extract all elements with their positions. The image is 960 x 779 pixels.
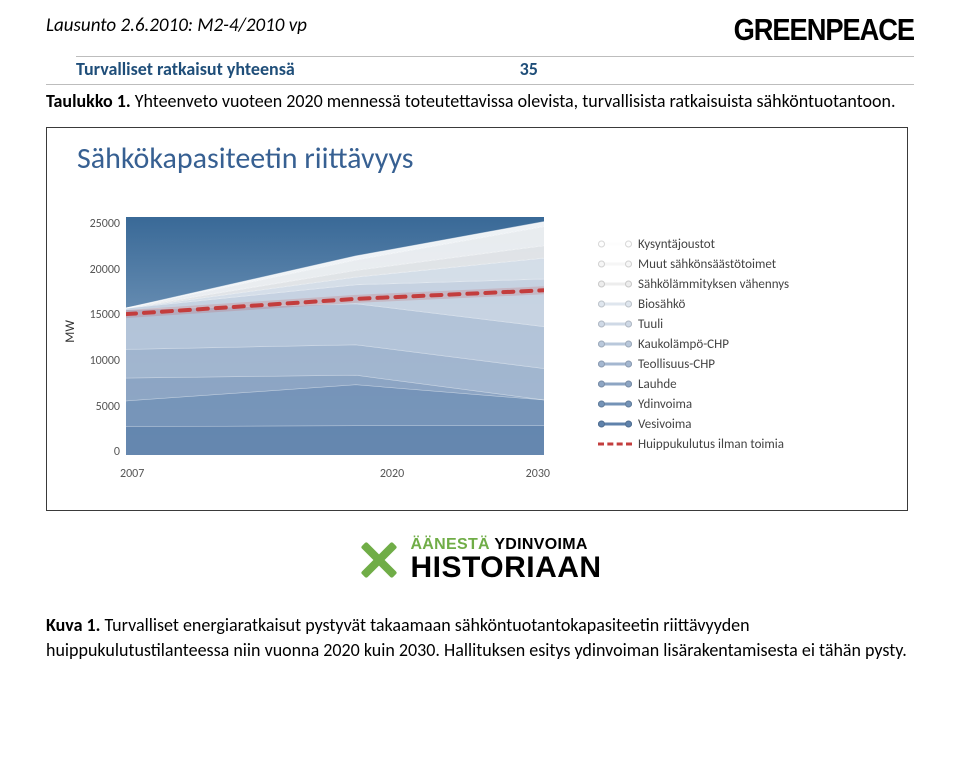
legend-label: Teollisuus-CHP — [638, 357, 715, 372]
legend-label: Kysyntäjoustot — [638, 237, 715, 252]
brand-logo: GREENPEACE — [734, 12, 914, 48]
legend-swatch — [598, 418, 632, 430]
table-caption: Taulukko 1. Yhteenveto vuoteen 2020 menn… — [46, 89, 914, 113]
y-axis-title: MW — [61, 320, 80, 343]
y-tick: 5000 — [84, 400, 120, 414]
figure-caption-text: Turvalliset energiaratkaisut pystyvät ta… — [46, 614, 907, 660]
plot-wrap: 200720202030 — [126, 181, 544, 481]
legend-swatch — [598, 438, 632, 450]
legend-label: Ydinvoima — [638, 397, 692, 412]
legend-item: Kaukolämpö-CHP — [598, 337, 789, 352]
legend-swatch — [598, 358, 632, 370]
chart-body: MW 2500020000150001000050000 20072020203… — [61, 181, 893, 481]
legend-item: Lauhde — [598, 377, 789, 392]
legend-item: Huippukulutus ilman toimia — [598, 437, 789, 452]
legend-item: Teollisuus-CHP — [598, 357, 789, 372]
legend-item: Vesivoima — [598, 417, 789, 432]
y-tick: 25000 — [84, 217, 120, 231]
legend-label: Lauhde — [638, 377, 677, 392]
y-tick: 20000 — [84, 263, 120, 277]
figure-caption: Kuva 1. Turvalliset energiaratkaisut pys… — [46, 613, 914, 662]
campaign-banner: ÄÄNESTÄ YDINVOIMA HISTORIAAN — [46, 537, 914, 583]
legend-label: Kaukolämpö-CHP — [638, 337, 729, 352]
legend-item: Ydinvoima — [598, 397, 789, 412]
summary-value: 35 — [520, 58, 538, 80]
summary-label: Turvalliset ratkaisut yhteensä — [76, 58, 516, 80]
legend-swatch — [598, 278, 632, 290]
legend-item: Biosähkö — [598, 297, 789, 312]
y-axis-ticks: 25000 20000 15000 10000 5000 0 — [80, 181, 126, 481]
vote-x-icon — [358, 539, 400, 581]
legend-label: Muut sähkönsäästötoimet — [638, 257, 776, 272]
legend-item: Muut sähkönsäästötoimet — [598, 257, 789, 272]
legend-swatch — [598, 378, 632, 390]
legend-item: Tuuli — [598, 317, 789, 332]
x-tick: 2007 — [120, 467, 180, 481]
legend-label: Sähkölämmityksen vähennys — [638, 277, 789, 292]
legend-swatch — [598, 298, 632, 310]
table-caption-text: Yhteenveto vuoteen 2020 mennessä toteute… — [131, 90, 896, 112]
y-tick: 0 — [84, 445, 120, 459]
chart-legend: Kysyntäjoustot Muut sähkönsäästötoimet Säh… — [598, 181, 789, 481]
x-axis-ticks: 200720202030 — [126, 463, 544, 481]
plot-area — [126, 217, 544, 463]
summary-row: Turvalliset ratkaisut yhteensä 35 — [46, 58, 914, 85]
chart-frame: Sähkökapasiteetin riittävyys MW 25000 200… — [46, 127, 908, 511]
legend-swatch — [598, 258, 632, 270]
legend-swatch — [598, 398, 632, 410]
legend-label: Huippukulutus ilman toimia — [638, 437, 784, 452]
document-reference: Lausunto 2.6.2010: M2-4/2010 vp — [46, 14, 307, 37]
legend-label: Biosähkö — [638, 297, 685, 312]
campaign-text: ÄÄNESTÄ YDINVOIMA HISTORIAAN — [410, 537, 601, 583]
y-tick: 15000 — [84, 308, 120, 322]
x-tick: 2030 — [490, 467, 550, 481]
legend-swatch — [598, 318, 632, 330]
y-tick: 10000 — [84, 354, 120, 368]
x-tick: 2020 — [362, 467, 422, 481]
legend-item: Kysyntäjoustot — [598, 237, 789, 252]
legend-label: Vesivoima — [638, 417, 691, 432]
legend-item: Sähkölämmityksen vähennys — [598, 277, 789, 292]
chart-title: Sähkökapasiteetin riittävyys — [77, 140, 893, 177]
page-header: Lausunto 2.6.2010: M2-4/2010 vp GREENPEA… — [46, 12, 914, 48]
legend-swatch — [598, 338, 632, 350]
figure-ref: Kuva 1. — [46, 614, 100, 636]
campaign-line2: HISTORIAAN — [410, 553, 601, 583]
legend-label: Tuuli — [638, 317, 663, 332]
legend-swatch — [598, 238, 632, 250]
table-ref: Taulukko 1. — [46, 90, 131, 112]
